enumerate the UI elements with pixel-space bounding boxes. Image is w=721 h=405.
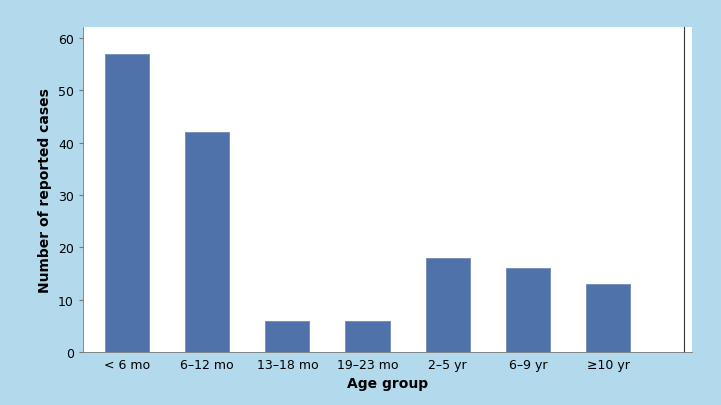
Bar: [425, 258, 469, 352]
Bar: [185, 133, 229, 352]
Bar: [505, 269, 550, 352]
Bar: [105, 55, 149, 352]
Bar: [265, 321, 309, 352]
Y-axis label: Number of reported cases: Number of reported cases: [38, 88, 53, 292]
Bar: [586, 284, 630, 352]
Bar: [345, 321, 389, 352]
X-axis label: Age group: Age group: [347, 376, 428, 390]
